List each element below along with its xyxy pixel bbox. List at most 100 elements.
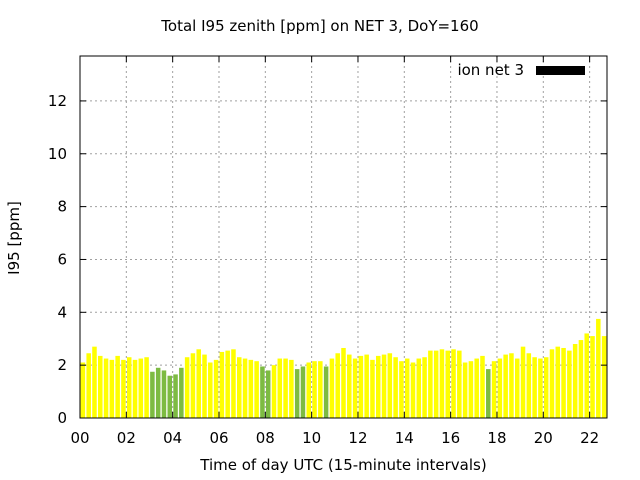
grid-lines bbox=[80, 56, 607, 418]
legend-label: ion net 3 bbox=[457, 61, 524, 79]
bar bbox=[538, 358, 543, 418]
bar bbox=[161, 370, 167, 418]
bar bbox=[445, 350, 451, 418]
bar bbox=[254, 361, 259, 418]
bar bbox=[242, 358, 248, 418]
bar bbox=[265, 370, 271, 418]
bar bbox=[329, 358, 335, 418]
bar bbox=[306, 362, 312, 418]
bar bbox=[584, 333, 589, 418]
bar bbox=[393, 357, 398, 418]
bar bbox=[208, 362, 213, 418]
bar bbox=[184, 357, 190, 418]
x-tick-label: 10 bbox=[302, 429, 321, 447]
bar bbox=[98, 355, 103, 418]
bar bbox=[480, 355, 485, 418]
bars bbox=[80, 318, 607, 418]
bar bbox=[190, 353, 196, 418]
plot-frame bbox=[79, 55, 608, 419]
x-tick-label: 20 bbox=[534, 429, 553, 447]
y-tick-label: 6 bbox=[57, 250, 67, 268]
bar bbox=[358, 355, 364, 418]
bar bbox=[196, 349, 201, 418]
bar bbox=[260, 366, 265, 418]
bar bbox=[300, 366, 306, 418]
x-tick-label: 22 bbox=[580, 429, 599, 447]
bar bbox=[80, 362, 86, 418]
bar bbox=[150, 371, 155, 418]
y-tick-label: 2 bbox=[57, 356, 67, 374]
bar bbox=[335, 353, 340, 418]
bar bbox=[416, 358, 422, 418]
bar bbox=[86, 353, 91, 418]
bar bbox=[503, 354, 508, 418]
bar bbox=[509, 353, 514, 418]
bar bbox=[514, 358, 520, 418]
y-tick-label: 0 bbox=[57, 409, 67, 427]
bar bbox=[364, 354, 369, 418]
bar bbox=[231, 349, 236, 418]
bar bbox=[543, 357, 549, 418]
bar bbox=[179, 367, 184, 418]
bar bbox=[549, 349, 555, 418]
bar bbox=[173, 374, 178, 418]
bar bbox=[341, 347, 346, 418]
x-tick-label: 18 bbox=[487, 429, 506, 447]
bar bbox=[225, 350, 230, 418]
bar bbox=[561, 347, 566, 418]
x-tick-label: 16 bbox=[441, 429, 460, 447]
bar bbox=[347, 354, 352, 418]
bar bbox=[422, 357, 427, 418]
bar bbox=[271, 365, 277, 418]
y-tick-label: 12 bbox=[48, 92, 67, 110]
bar bbox=[474, 358, 479, 418]
bar bbox=[433, 350, 439, 418]
bar bbox=[404, 358, 410, 418]
bar bbox=[486, 369, 491, 418]
bar bbox=[323, 366, 329, 418]
bar bbox=[213, 359, 219, 418]
legend-swatch bbox=[536, 66, 585, 75]
bar bbox=[387, 353, 393, 418]
bar bbox=[236, 357, 242, 418]
bar bbox=[132, 359, 138, 418]
bar bbox=[381, 354, 387, 418]
bar bbox=[451, 349, 456, 418]
bar bbox=[92, 346, 97, 418]
y-tick-label: 4 bbox=[57, 303, 67, 321]
bar bbox=[497, 358, 503, 418]
bar bbox=[294, 369, 300, 418]
x-tick-label: 00 bbox=[70, 429, 89, 447]
bar bbox=[312, 361, 317, 418]
bar bbox=[410, 362, 416, 418]
bar bbox=[202, 354, 207, 418]
bar bbox=[532, 357, 537, 418]
x-tick-label: 04 bbox=[163, 429, 182, 447]
bar bbox=[109, 359, 115, 418]
bar bbox=[219, 351, 225, 418]
x-tick-label: 08 bbox=[256, 429, 275, 447]
bar bbox=[572, 344, 578, 418]
x-tick-label: 06 bbox=[209, 429, 228, 447]
bar bbox=[491, 361, 497, 418]
bar bbox=[115, 355, 120, 418]
bar bbox=[555, 346, 561, 418]
bar bbox=[520, 346, 526, 418]
bar bbox=[578, 340, 584, 418]
bar bbox=[370, 359, 375, 418]
bar bbox=[144, 357, 149, 418]
x-tick-label: 02 bbox=[117, 429, 136, 447]
bar bbox=[526, 353, 532, 418]
chart-title: Total I95 zenith [ppm] on NET 3, DoY=160 bbox=[161, 17, 479, 35]
bar bbox=[439, 349, 445, 418]
bar bbox=[289, 359, 294, 418]
y-axis-label: I95 [ppm] bbox=[5, 201, 23, 275]
bar bbox=[468, 361, 474, 418]
bar bbox=[103, 358, 109, 418]
bar bbox=[428, 350, 433, 418]
bar bbox=[375, 355, 381, 418]
x-tick-label: 14 bbox=[395, 429, 414, 447]
bar bbox=[567, 350, 572, 418]
